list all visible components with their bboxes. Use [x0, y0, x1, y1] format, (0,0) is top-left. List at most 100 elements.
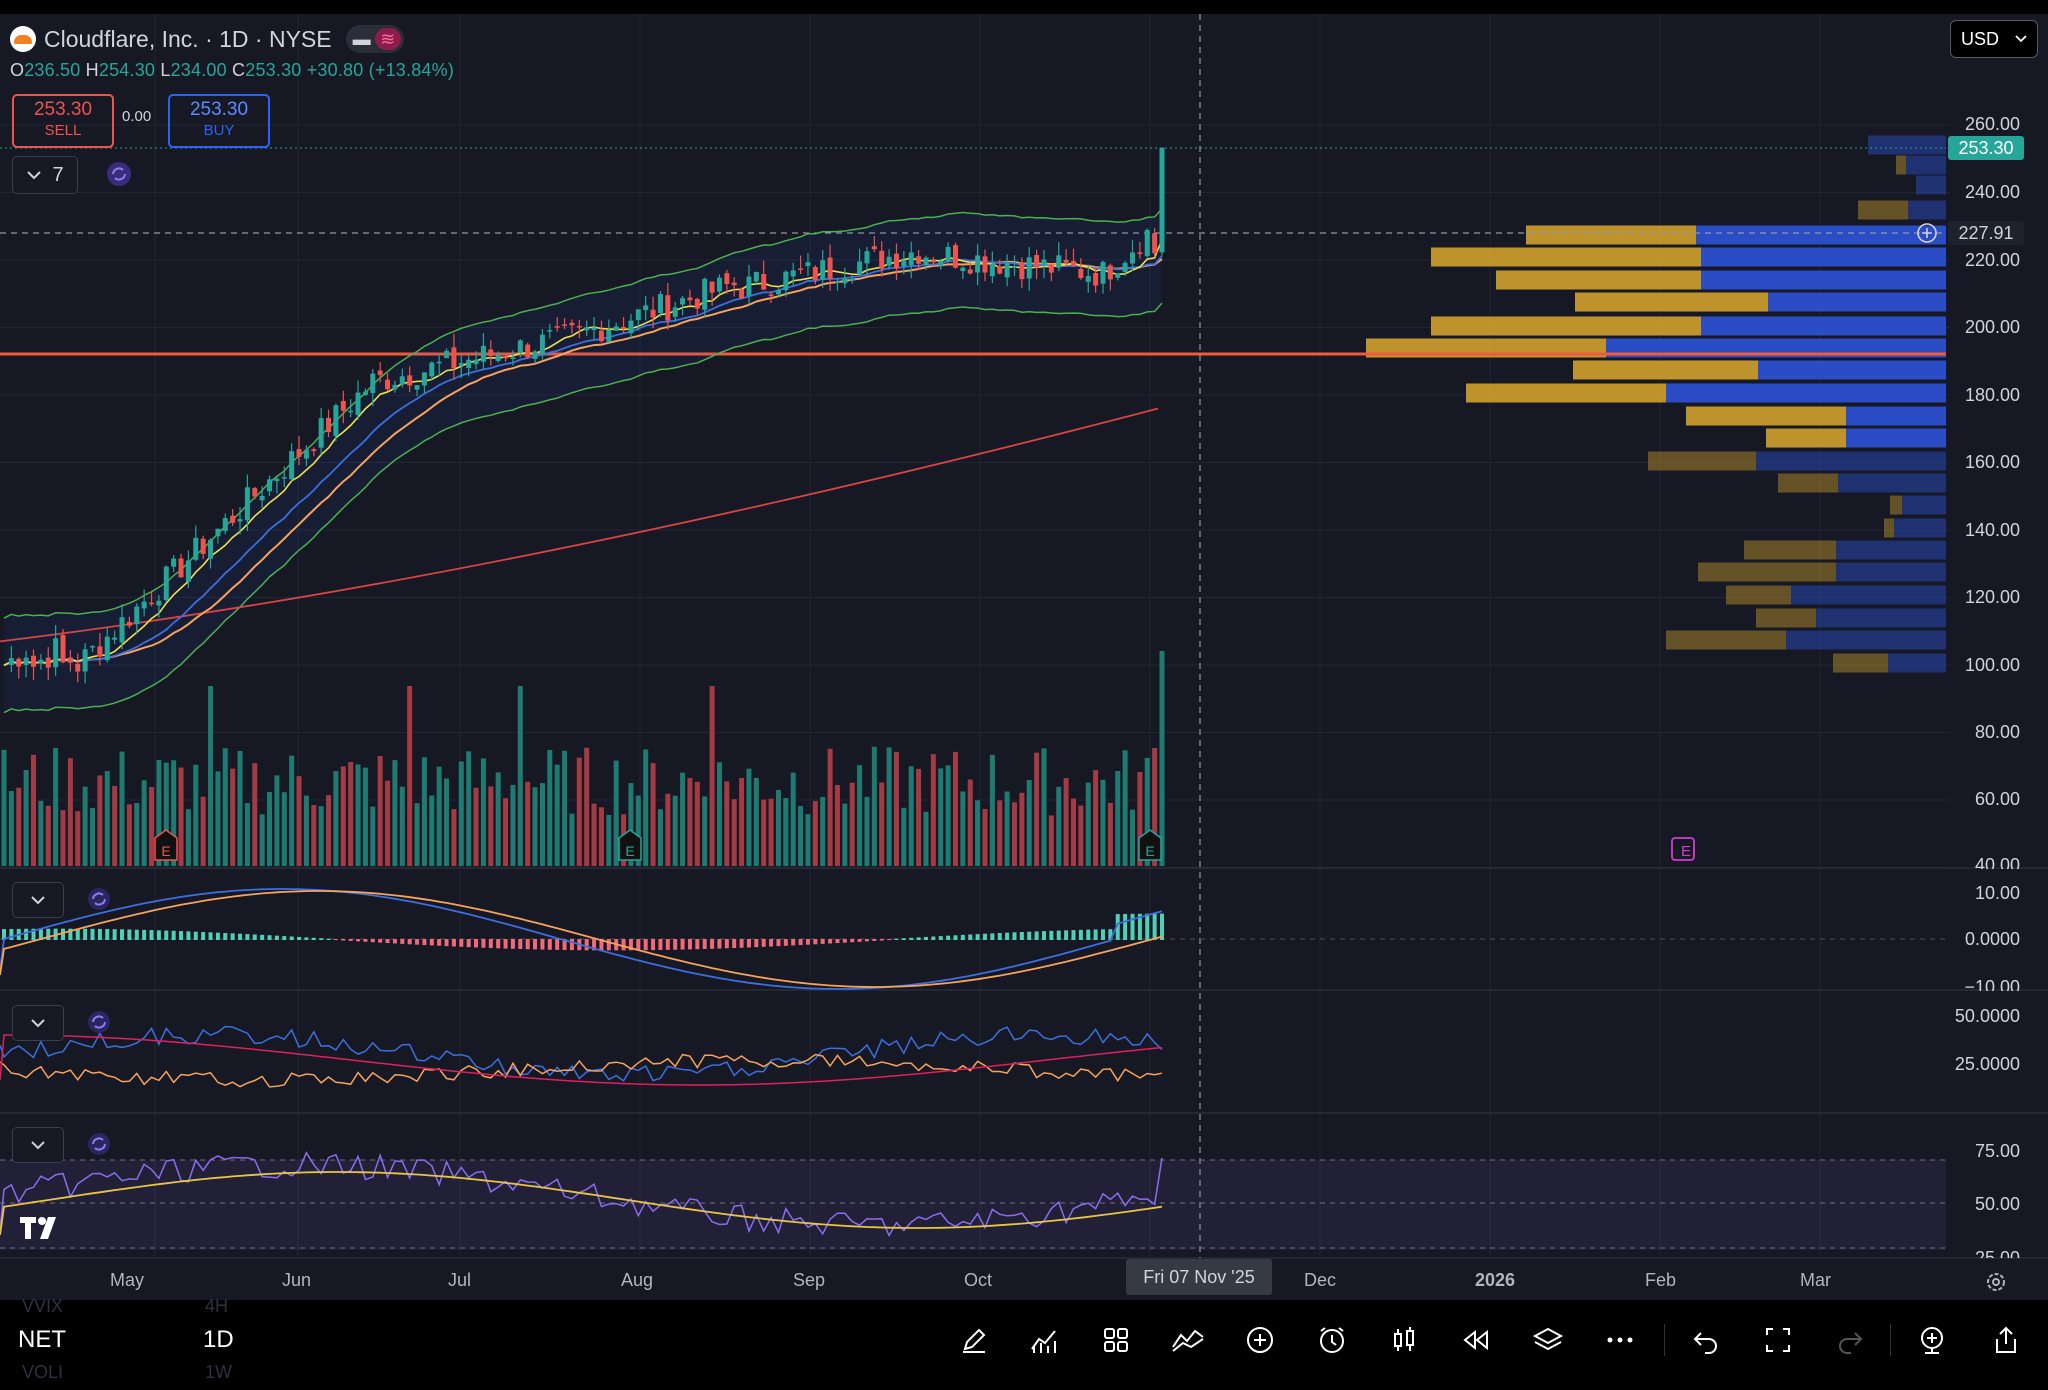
volume-bar: [355, 764, 361, 866]
volume-bar: [1129, 809, 1135, 866]
volume-profile-bar: [1756, 451, 1946, 471]
dmi-plus-line: [0, 1025, 1163, 1082]
bar-style-icon[interactable]: [1386, 1322, 1422, 1358]
rsi-band: [0, 1160, 1946, 1250]
more-icon[interactable]: [1602, 1322, 1638, 1358]
candle: [53, 638, 59, 668]
rsi-sync-icon[interactable]: [85, 1130, 113, 1158]
sell-button[interactable]: 253.30 SELL: [12, 94, 114, 148]
hide-icon[interactable]: ▬: [352, 29, 371, 49]
candle: [473, 359, 479, 365]
candle: [326, 417, 332, 432]
volume-bar: [208, 686, 214, 866]
candle: [783, 271, 789, 291]
time-tick: Oct: [964, 1270, 993, 1290]
dmi-collapse-button[interactable]: [12, 1005, 64, 1041]
templates-icon[interactable]: [1098, 1322, 1134, 1358]
time-tick: 2026: [1475, 1270, 1516, 1290]
macd-collapse-button[interactable]: [12, 882, 64, 918]
symbol-title: Cloudflare, Inc. · 1D · NYSE: [44, 25, 332, 52]
candle: [171, 558, 177, 567]
volume-bar: [97, 775, 103, 866]
volume-bar: [613, 760, 619, 866]
price-tick: 120.00: [1964, 587, 2020, 607]
volume-bar: [1041, 748, 1047, 866]
volume-bar: [930, 754, 936, 866]
macd-histogram-bar: [643, 939, 648, 951]
macd-histogram-bar: [429, 939, 434, 946]
add-icon[interactable]: [1242, 1322, 1278, 1358]
currency-select[interactable]: USD: [1950, 20, 2038, 58]
macd-histogram-bar: [186, 931, 191, 940]
macd-histogram-bar: [1137, 913, 1142, 940]
volume-profile-bar: [1833, 653, 1888, 673]
volume-bar: [576, 757, 582, 866]
sync-icon[interactable]: [105, 160, 133, 188]
candle: [244, 487, 250, 521]
drawing-tools-icon[interactable]: [1170, 1322, 1206, 1358]
volume-bar: [178, 767, 184, 866]
add-alert-crosshair-icon[interactable]: [1916, 222, 1938, 244]
volume-bar: [200, 796, 206, 866]
macd-histogram-bar: [879, 939, 884, 941]
volume-bar: [104, 771, 110, 866]
share-icon[interactable]: [1988, 1322, 2024, 1358]
macd-tick: 10.00: [1974, 883, 2020, 903]
volume-bar: [466, 751, 472, 866]
volume-profile-bar: [1666, 383, 1946, 403]
pencil-icon[interactable]: [956, 1322, 992, 1358]
dmi-sync-icon[interactable]: [85, 1008, 113, 1036]
add-symbol-icon[interactable]: [1914, 1322, 1950, 1358]
volume-profile-bar: [1496, 270, 1701, 290]
tradingview-logo: [18, 1213, 64, 1246]
wave-icon[interactable]: ≋: [374, 28, 401, 50]
volume-bar: [886, 747, 892, 866]
indicators-collapse-button[interactable]: 7: [12, 156, 78, 194]
layers-icon[interactable]: [1530, 1322, 1566, 1358]
indicators-icon[interactable]: [1026, 1322, 1062, 1358]
cloudflare-logo: [10, 26, 36, 52]
redo-icon[interactable]: [1832, 1322, 1868, 1358]
macd-histogram-bar: [474, 939, 479, 948]
candle: [399, 376, 405, 385]
macd-histogram-bar: [525, 939, 530, 950]
volume-profile-bar: [1573, 360, 1758, 380]
symbol-button[interactable]: NET: [18, 1326, 66, 1353]
volume-bar: [1026, 780, 1032, 866]
interval-button[interactable]: 1D: [203, 1326, 234, 1353]
macd-histogram-bar: [599, 939, 604, 951]
time-tick: Aug: [621, 1270, 654, 1290]
undo-icon[interactable]: [1688, 1322, 1724, 1358]
macd-histogram-bar: [769, 939, 774, 947]
symbol-header[interactable]: Cloudflare, Inc. · 1D · NYSE ▬ ≋: [10, 24, 404, 54]
volume-bar: [635, 795, 641, 866]
macd-histogram-bar: [333, 939, 338, 941]
fullscreen-icon[interactable]: [1760, 1322, 1796, 1358]
alert-icon[interactable]: [1314, 1322, 1350, 1358]
buy-button[interactable]: 253.30 BUY: [168, 94, 270, 148]
visibility-toggle[interactable]: ▬ ≋: [345, 25, 404, 53]
candle: [281, 477, 287, 479]
replay-icon[interactable]: [1458, 1322, 1494, 1358]
macd-sync-icon[interactable]: [85, 885, 113, 913]
candle: [466, 359, 472, 368]
price-tick: 80.00: [1974, 722, 2020, 742]
volume-profile-bar: [1908, 200, 1946, 220]
volume-profile-bar: [1698, 562, 1836, 582]
settings-gear-icon[interactable]: [1984, 1270, 2008, 1294]
volume-bar: [532, 787, 538, 866]
macd-histogram-bar: [990, 933, 995, 940]
macd-histogram-bar: [164, 930, 169, 940]
volume-bar: [1034, 752, 1040, 866]
candle: [812, 267, 818, 281]
volume-bar: [746, 768, 752, 866]
volume-profile-bar: [1888, 653, 1946, 673]
rsi-collapse-button[interactable]: [12, 1127, 64, 1163]
chevron-down-icon: [31, 896, 45, 905]
volume-bar: [503, 798, 509, 866]
chevron-down-icon: [2015, 35, 2027, 43]
macd-histogram-bar: [1027, 931, 1032, 940]
low-label: L: [160, 60, 171, 80]
